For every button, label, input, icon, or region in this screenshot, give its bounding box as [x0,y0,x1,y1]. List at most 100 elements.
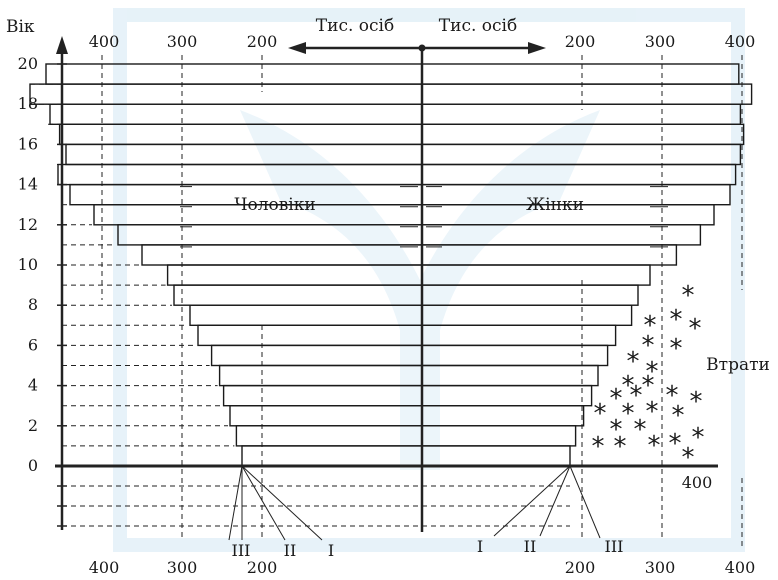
cohort-label-left-i: I [328,541,334,560]
bar-women-14-15 [421,163,737,186]
fan-left-0 [228,465,243,541]
bar-men-17-18 [49,103,423,125]
bar-men-6-7 [197,324,423,347]
y-tick-label-10: 10 [18,255,38,274]
loss-asterisk-3: * [644,311,657,341]
y-tick-label-16: 16 [18,134,38,153]
y-axis-label: Вік [6,17,35,37]
bar-men-5-6 [210,344,423,367]
cohort-label-left-ii: II [284,541,297,560]
loss-asterisk-16: * [646,397,659,427]
fan-right-1 [539,465,571,537]
loss-asterisk-18: * [610,415,623,445]
loss-asterisk-0: * [682,281,695,311]
y-tick-label-20: 20 [18,54,38,73]
loss-asterisk-25: * [682,443,695,473]
group-label-men: Чоловіки [234,195,315,215]
y-tick-label-14: 14 [18,175,38,194]
y-tick-label-0: 0 [28,456,38,475]
bar-men-3-4 [222,384,423,407]
bar-women-0-1 [421,445,571,467]
cohort-label-right-i: I [477,537,483,556]
mid-right-tick-400: 400 [682,473,713,492]
loss-asterisk-23: * [669,429,682,459]
y-tick-label-6: 6 [28,335,38,354]
loss-asterisk-9: * [642,371,655,401]
fan-right-2 [569,465,601,539]
loss-asterisk-19: * [634,415,647,445]
bar-men-0-1 [241,445,423,467]
top-tick-right-200: 200 [565,32,596,51]
cohort-label-left-iii: III [232,541,251,560]
bottom-tick-left-300: 300 [167,558,198,577]
bar-men-2-3 [229,405,423,427]
background-watermark [113,8,745,552]
fan-right-0 [493,465,571,537]
loss-asterisk-17: * [672,401,685,431]
loss-asterisk-12: * [666,381,679,411]
bottom-tick-right-300: 300 [645,558,676,577]
loss-asterisk-1: * [670,305,683,335]
loss-asterisk-4: * [642,331,655,361]
group-label-women: Жінки [526,195,584,215]
top-tick-left-400: 400 [89,32,120,51]
y-axis-arrow [56,36,68,54]
loss-asterisk-11: * [630,381,643,411]
fan-left-1 [241,465,286,541]
bar-women-18-19 [421,83,753,105]
bar-men-18-19 [29,83,423,105]
y-tick-label-8: 8 [28,295,38,314]
loss-asterisk-2: * [689,314,702,344]
cohort-label-right-iii: III [605,537,624,556]
y-tick-label-18: 18 [18,94,38,113]
loss-asterisk-20: * [592,432,605,462]
top-tick-left-200: 200 [247,32,278,51]
bar-men-4-5 [218,364,423,387]
bottom-tick-right-200: 200 [565,558,596,577]
loss-asterisk-21: * [614,432,627,462]
cohort-label-right-ii: II [524,537,537,556]
y-tick-label-4: 4 [28,376,38,395]
y-axis-ticks: 0 2 4 6 8 10 12 14 16 18 20 [18,54,67,527]
loss-asterisk-14: * [594,399,607,429]
fan-left-2 [241,465,323,541]
bar-men-14-15 [57,163,423,186]
axes [55,36,718,532]
loss-asterisk-15: * [622,399,635,429]
loss-asterisk-8: * [622,371,635,401]
cohort-spur-lines [180,186,668,248]
unit-arrowhead-right [528,42,546,54]
bar-women-5-6 [421,344,609,367]
bar-men-7-8 [189,304,423,327]
top-tick-right-300: 300 [645,32,676,51]
cohort-fan-lines [228,465,601,541]
losses-label: Втрати [706,355,770,375]
bar-women-2-3 [421,405,585,427]
bar-women-1-2 [421,425,577,447]
bottom-tick-right-400: 400 [725,558,756,577]
loss-asterisk-6: * [627,347,640,377]
y-tick-label-12: 12 [18,215,38,234]
reference-gridlines [101,55,743,550]
unit-label-right: Тис. осіб [439,16,517,36]
loss-asterisk-7: * [646,357,659,387]
losses-asterisks: ** *** ** ** ** * * ** * * ** ** * * * ** [592,281,705,473]
loss-asterisk-22: * [648,431,661,461]
loss-asterisk-5: * [670,334,683,364]
bar-women-7-8 [421,304,633,327]
y-tick-label-2: 2 [28,416,38,435]
bar-women-3-4 [421,384,593,407]
top-tick-left-300: 300 [167,32,198,51]
bar-women-19-20 [421,63,740,85]
loss-asterisk-13: * [690,387,703,417]
top-tick-right-400: 400 [725,32,756,51]
unit-label-left: Тис. осіб [316,16,394,36]
bottom-tick-left-400: 400 [89,558,120,577]
bottom-tick-left-200: 200 [247,558,278,577]
unit-arrowhead-left [288,42,306,54]
bar-women-4-5 [421,364,599,387]
bar-women-6-7 [421,324,617,347]
loss-asterisk-10: * [610,384,623,414]
loss-asterisk-24: * [692,423,705,453]
